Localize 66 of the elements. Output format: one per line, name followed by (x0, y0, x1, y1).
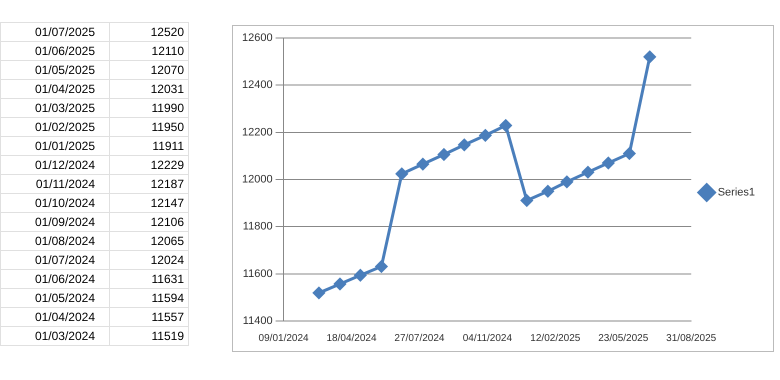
x-tick-label: 09/01/2024 (258, 332, 310, 344)
text: 01/02/2025 (0, 118, 110, 136)
text: 12187 (110, 174, 188, 194)
y-tick-label: 12600 (242, 32, 273, 44)
text: 01/03/2025 (0, 98, 110, 118)
text: 11990 (110, 98, 188, 118)
text: 11519 (110, 326, 188, 346)
point (375, 260, 388, 273)
text: 01/07/2024 (0, 250, 110, 270)
text: 12024 (110, 250, 188, 270)
text: 01/05/2025 (0, 60, 110, 80)
point (500, 119, 512, 132)
text: 01/10/2024 (0, 194, 110, 212)
y-tick-label: 11400 (242, 315, 273, 328)
point (438, 148, 450, 160)
point (602, 156, 614, 169)
point (644, 50, 656, 63)
text: 12110 (110, 42, 188, 60)
x-tick-label: 31/08/2025 (666, 332, 717, 344)
text: 01/05/2024 (0, 288, 110, 308)
text: 12070 (110, 60, 188, 80)
legend-label: Series1 (718, 186, 755, 199)
text: 01/07/2025 (0, 22, 110, 42)
point (623, 148, 636, 160)
text: 12106 (110, 212, 188, 232)
text: 12147 (110, 194, 188, 212)
point (354, 269, 366, 282)
point (312, 286, 325, 299)
point (334, 278, 346, 290)
x-tick-label: 04/11/2024 (462, 332, 512, 344)
text: 12065 (110, 232, 188, 250)
text: 11911 (110, 136, 188, 156)
x-tick-label: 23/05/2025 (598, 332, 649, 344)
text: 11594 (110, 288, 188, 308)
text: 11950 (110, 118, 188, 136)
text: 12229 (110, 156, 188, 174)
text: 11557 (110, 308, 188, 326)
y-tick-label: 12400 (242, 79, 273, 92)
y-tick-label: 11800 (242, 220, 273, 233)
point (560, 176, 573, 188)
point (542, 185, 554, 198)
x-tick-label: 27/07/2024 (394, 332, 445, 344)
text: 01/04/2024 (0, 308, 110, 326)
text: 11631 (110, 270, 188, 288)
y-tick-label: 11600 (242, 268, 273, 280)
point (458, 138, 470, 151)
y-tick-label: 12000 (242, 174, 273, 186)
point (416, 158, 429, 170)
point (582, 166, 594, 178)
x-tick-label: 18/04/2024 (326, 332, 377, 344)
text: 01/08/2024 (0, 232, 110, 250)
x-tick-label: 12/02/2025 (530, 332, 581, 344)
text: 01/06/2025 (0, 42, 110, 60)
y-tick-label: 12200 (242, 126, 273, 138)
text: 01/09/2024 (0, 212, 110, 232)
text: 01/11/2024 (0, 174, 110, 194)
point (520, 194, 533, 206)
text: 12031 (110, 80, 188, 98)
text: 12520 (110, 22, 188, 42)
text: 01/03/2024 (0, 326, 110, 346)
text: 01/01/2025 (0, 136, 110, 156)
point (396, 168, 408, 180)
point (479, 129, 492, 142)
text: 01/04/2025 (0, 80, 110, 98)
text: 01/06/2024 (0, 270, 110, 288)
text: 01/12/2024 (0, 156, 110, 174)
